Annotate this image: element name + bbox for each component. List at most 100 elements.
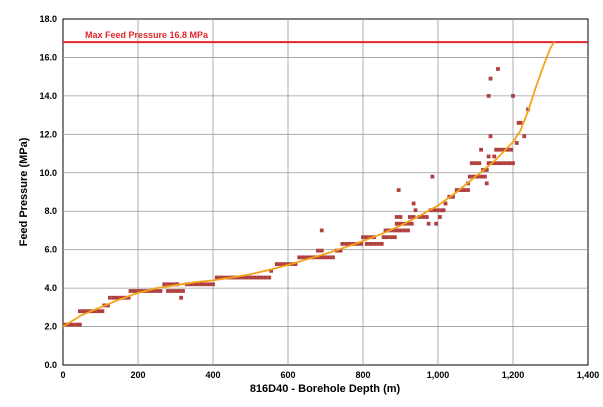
data-point bbox=[421, 215, 425, 219]
plot-area bbox=[62, 18, 589, 366]
data-point bbox=[293, 262, 298, 266]
data-point bbox=[503, 161, 508, 166]
data-point bbox=[482, 174, 487, 179]
data-point bbox=[436, 208, 440, 213]
data-point bbox=[248, 275, 253, 280]
data-point bbox=[409, 221, 414, 226]
data-point bbox=[263, 275, 268, 280]
data-point bbox=[522, 134, 527, 139]
data-point bbox=[364, 242, 369, 246]
data-point bbox=[486, 93, 491, 98]
data-point bbox=[316, 248, 320, 253]
data-point bbox=[181, 289, 185, 293]
data-point bbox=[492, 154, 497, 159]
x-tick-label: 0 bbox=[60, 370, 65, 380]
x-tick-label: 1,400 bbox=[577, 370, 600, 380]
data-point bbox=[207, 282, 212, 287]
data-point bbox=[496, 161, 500, 166]
data-point bbox=[479, 174, 484, 179]
data-point bbox=[359, 242, 364, 246]
data-point bbox=[391, 228, 395, 233]
data-point bbox=[344, 242, 349, 246]
data-point bbox=[407, 215, 412, 219]
data-point bbox=[466, 188, 470, 192]
data-point bbox=[96, 309, 101, 314]
data-point bbox=[462, 188, 467, 192]
data-point bbox=[244, 275, 249, 280]
data-point bbox=[509, 147, 514, 152]
data-point bbox=[451, 194, 455, 199]
data-point bbox=[100, 309, 105, 314]
data-point bbox=[319, 228, 324, 233]
data-point bbox=[115, 295, 120, 300]
data-point bbox=[394, 221, 399, 226]
data-point bbox=[484, 181, 489, 186]
data-point bbox=[394, 228, 399, 233]
data-point bbox=[398, 215, 403, 219]
x-tick-labels: 0 200 400 600 800 1,000 1,200 1,400 bbox=[60, 370, 599, 380]
data-point bbox=[471, 174, 476, 179]
y-tick-label: 12.0 bbox=[39, 129, 57, 139]
data-point bbox=[406, 228, 410, 233]
data-point bbox=[259, 275, 264, 280]
data-point bbox=[304, 255, 309, 260]
data-point bbox=[473, 161, 478, 166]
data-point bbox=[70, 322, 75, 327]
data-point bbox=[214, 275, 219, 280]
trend-line bbox=[62, 41, 556, 328]
data-point bbox=[488, 76, 493, 81]
data-point bbox=[331, 255, 335, 260]
data-point bbox=[411, 201, 416, 206]
x-tick-label: 600 bbox=[280, 370, 295, 380]
data-point bbox=[426, 221, 431, 226]
data-point bbox=[267, 275, 272, 280]
data-point bbox=[237, 275, 242, 280]
y-tick-labels: 0.0 2.0 4.0 6.0 8.0 10.0 12.0 14.0 16.0 18.0 bbox=[39, 14, 57, 370]
data-point bbox=[151, 289, 155, 293]
data-point bbox=[81, 309, 86, 314]
grid-lines bbox=[63, 19, 588, 365]
x-tick-label: 200 bbox=[130, 370, 145, 380]
max-pressure-label: Max Feed Pressure 16.8 MPa bbox=[85, 30, 209, 40]
data-point bbox=[475, 174, 480, 179]
y-tick-label: 16.0 bbox=[39, 52, 57, 62]
data-point bbox=[158, 289, 163, 293]
data-point bbox=[222, 275, 227, 280]
data-point bbox=[364, 235, 369, 240]
data-point bbox=[199, 282, 204, 287]
data-point bbox=[383, 228, 388, 233]
data-point bbox=[497, 147, 502, 152]
data-point bbox=[119, 295, 124, 300]
y-tick-label: 2.0 bbox=[44, 322, 57, 332]
data-point bbox=[396, 188, 401, 192]
data-point bbox=[406, 221, 410, 226]
data-point bbox=[501, 147, 506, 152]
data-point bbox=[166, 289, 170, 293]
data-point bbox=[486, 154, 491, 159]
data-point bbox=[347, 242, 352, 246]
reference-line-group: Max Feed Pressure 16.8 MPa bbox=[63, 30, 588, 44]
data-point bbox=[147, 289, 152, 293]
data-point bbox=[282, 262, 287, 266]
data-point bbox=[441, 208, 446, 213]
data-point bbox=[66, 322, 71, 327]
data-point bbox=[518, 120, 523, 125]
data-point bbox=[507, 161, 512, 166]
data-point bbox=[368, 235, 373, 240]
x-tick-label: 1,200 bbox=[502, 370, 525, 380]
y-tick-label: 0.0 bbox=[44, 360, 57, 370]
data-point bbox=[166, 282, 170, 287]
x-tick-label: 800 bbox=[355, 370, 370, 380]
data-point bbox=[154, 289, 159, 293]
data-point bbox=[443, 201, 448, 206]
data-point bbox=[381, 235, 386, 240]
data-point bbox=[274, 262, 279, 266]
y-tick-label: 4.0 bbox=[44, 283, 57, 293]
data-point bbox=[385, 235, 390, 240]
data-point bbox=[241, 275, 245, 280]
data-point bbox=[454, 188, 459, 192]
data-point bbox=[484, 167, 489, 172]
data-point bbox=[169, 289, 174, 293]
